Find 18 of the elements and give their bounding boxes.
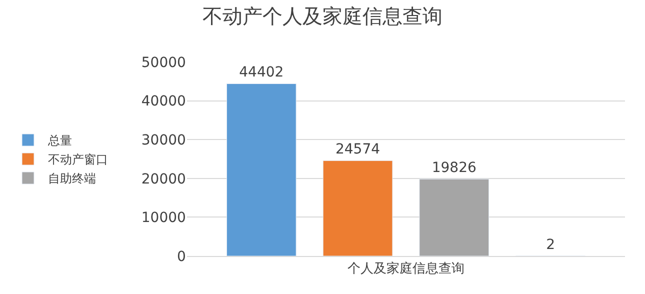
data-label: 2	[546, 236, 555, 253]
legend-label: 总量	[47, 134, 72, 148]
legend-label: 不动产窗口	[48, 152, 108, 167]
bar	[226, 83, 296, 256]
bar	[419, 178, 490, 256]
legend-label: 自助终端	[48, 172, 96, 186]
y-tick-label: 30000	[141, 132, 186, 148]
bar	[322, 160, 393, 256]
y-tick-label: 0	[177, 248, 186, 265]
chart-title: 不动产个人及家庭信息查询	[202, 6, 442, 28]
x-tick-label: 个人及家庭信息查询	[347, 260, 464, 277]
y-tick-label: 50000	[141, 54, 186, 71]
y-tick-label: 40000	[141, 94, 186, 110]
data-label: 19826	[432, 160, 476, 176]
data-label: 44402	[239, 64, 284, 81]
y-tick-label: 10000	[141, 210, 186, 226]
y-tick-label: 20000	[141, 171, 186, 188]
data-label: 24574	[335, 142, 380, 158]
